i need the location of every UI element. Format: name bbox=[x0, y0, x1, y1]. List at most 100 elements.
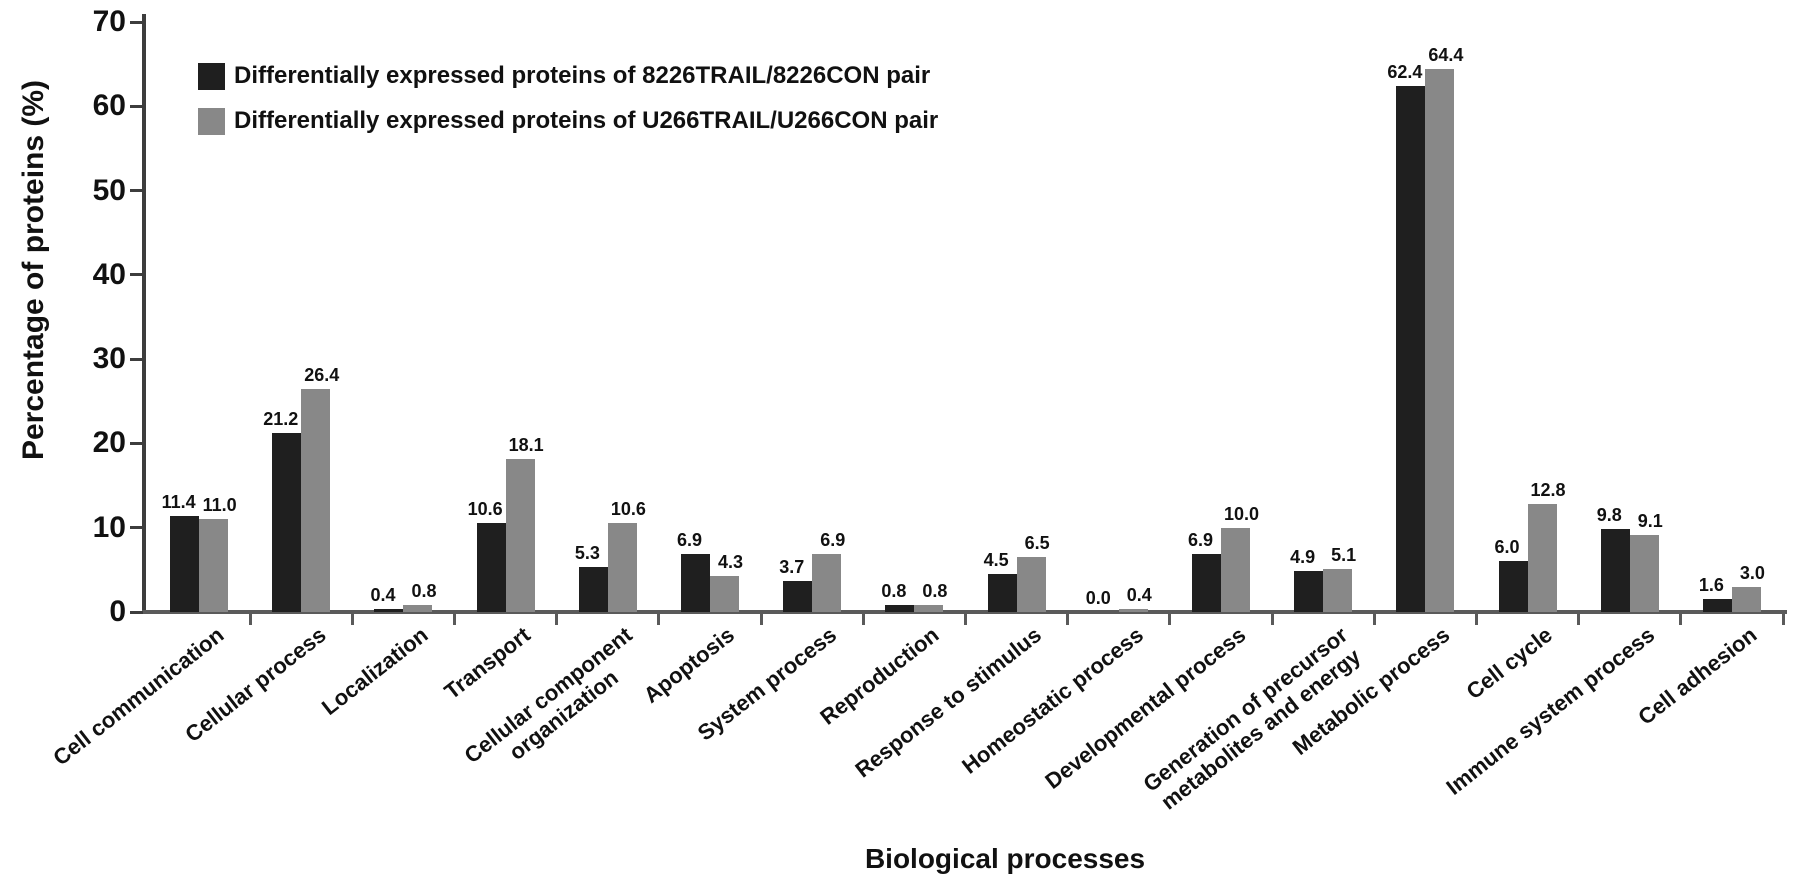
y-tick-label: 20 bbox=[92, 426, 126, 460]
bar-value-label: 10.0 bbox=[1223, 503, 1259, 524]
bar-value-label: 0.4 bbox=[370, 584, 396, 605]
bar-value-label: 4.3 bbox=[718, 551, 744, 572]
bar-value-label: 3.7 bbox=[779, 556, 805, 577]
bar-value-label: 11.0 bbox=[202, 495, 237, 516]
bar-value-label: 0.8 bbox=[411, 581, 437, 602]
bar-value-label: 10.6 bbox=[467, 498, 503, 519]
y-tick-label: 10 bbox=[92, 510, 126, 544]
y-tick bbox=[130, 273, 143, 277]
bar-value-label: 62.4 bbox=[1387, 62, 1423, 83]
y-tick-label: 0 bbox=[109, 595, 126, 628]
y-tick-label: 60 bbox=[92, 89, 126, 123]
bar-value-label: 5.3 bbox=[574, 543, 600, 564]
x-tick bbox=[248, 612, 252, 625]
legend-label-u266: Differentially expressed proteins of U26… bbox=[234, 107, 939, 134]
bar-value-label: 64.4 bbox=[1428, 45, 1464, 66]
category-label: Immune system process bbox=[1441, 622, 1660, 800]
bar-series2 bbox=[505, 459, 535, 612]
legend-label-8226: Differentially expressed proteins of 822… bbox=[234, 62, 931, 89]
y-axis-title: Percentage of proteins (%) bbox=[17, 79, 50, 461]
y-tick bbox=[130, 189, 143, 193]
bar-series1 bbox=[1498, 561, 1528, 612]
y-tick bbox=[130, 441, 143, 445]
bar-value-label: 11.4 bbox=[161, 491, 196, 512]
bar-value-label: 0.8 bbox=[922, 581, 948, 602]
bar-value-label: 6.9 bbox=[1187, 529, 1213, 550]
y-tick bbox=[130, 20, 143, 24]
bar-series2 bbox=[1731, 586, 1761, 612]
category-label: Apoptosis bbox=[639, 622, 740, 708]
legend-item-8226: Differentially expressed proteins of 822… bbox=[198, 62, 938, 90]
category-label: Localization bbox=[317, 622, 433, 720]
legend-swatch-u266-icon bbox=[198, 107, 225, 135]
bar-series2 bbox=[1323, 569, 1353, 612]
bar-series1 bbox=[987, 574, 1017, 612]
bar-series1 bbox=[272, 433, 302, 612]
x-tick bbox=[1679, 612, 1683, 625]
y-tick bbox=[130, 104, 143, 108]
x-tick bbox=[964, 612, 967, 625]
bar-value-label: 26.4 bbox=[304, 365, 340, 386]
bar-series2 bbox=[301, 389, 331, 612]
x-tick bbox=[555, 612, 559, 625]
x-tick bbox=[861, 612, 865, 625]
y-axis-line bbox=[142, 14, 146, 614]
bar-value-label: 9.8 bbox=[1596, 505, 1622, 526]
x-tick bbox=[1270, 612, 1274, 625]
bar-series2 bbox=[1527, 504, 1557, 612]
x-tick bbox=[1168, 612, 1172, 625]
bar-series2 bbox=[710, 575, 740, 612]
bar-value-label: 6.0 bbox=[1494, 537, 1520, 558]
bar-series1 bbox=[578, 567, 608, 612]
bar-series2 bbox=[1629, 535, 1659, 612]
x-tick bbox=[657, 612, 661, 625]
bar-value-label: 6.9 bbox=[677, 529, 703, 550]
x-tick bbox=[1372, 612, 1376, 625]
bar-series2 bbox=[1016, 557, 1046, 612]
bar-value-label: 0.8 bbox=[881, 581, 907, 602]
bar-series2 bbox=[607, 522, 637, 612]
bar-series1 bbox=[170, 515, 200, 612]
bar-series2 bbox=[199, 519, 229, 612]
x-tick bbox=[1577, 612, 1581, 625]
bar-series1 bbox=[1600, 529, 1630, 612]
x-tick bbox=[350, 612, 354, 625]
bar-value-label: 6.9 bbox=[820, 529, 846, 550]
bar-series1 bbox=[885, 605, 915, 612]
bar-value-label: 0.0 bbox=[1085, 588, 1111, 608]
bar-series2 bbox=[403, 605, 433, 612]
legend-swatch-8226-icon bbox=[198, 62, 225, 90]
bar-series2 bbox=[812, 553, 842, 612]
x-axis-title: Biological processes bbox=[864, 843, 1146, 874]
bar-value-label: 6.5 bbox=[1024, 533, 1050, 554]
y-tick bbox=[130, 526, 143, 530]
category-label: Response to stimulus bbox=[850, 622, 1046, 783]
y-tick-label: 70 bbox=[92, 5, 126, 38]
category-label: Cell cycle bbox=[1461, 622, 1557, 705]
category-label: Cell communication bbox=[48, 622, 229, 771]
bar-value-label: 4.9 bbox=[1290, 546, 1316, 567]
bar-value-label: 10.6 bbox=[610, 498, 646, 519]
category-label: Homeostatic process bbox=[957, 622, 1149, 779]
x-tick bbox=[1066, 612, 1070, 625]
y-tick bbox=[130, 610, 143, 614]
bar-series1 bbox=[783, 580, 813, 612]
y-tick bbox=[130, 357, 143, 361]
bar-series2 bbox=[1118, 608, 1148, 612]
x-tick bbox=[1781, 612, 1785, 625]
legend: Differentially expressed proteins of 822… bbox=[198, 62, 938, 152]
bar-value-label: 21.2 bbox=[263, 409, 299, 430]
bar-series1 bbox=[374, 608, 404, 612]
bar-value-label: 4.5 bbox=[983, 550, 1009, 571]
y-tick-label: 40 bbox=[92, 257, 126, 291]
bar-value-label: 18.1 bbox=[508, 435, 544, 456]
bar-value-label: 9.1 bbox=[1637, 511, 1663, 532]
x-tick bbox=[1474, 612, 1478, 625]
x-tick bbox=[759, 612, 763, 625]
bar-series1 bbox=[1396, 86, 1426, 612]
y-tick-label: 30 bbox=[92, 342, 126, 376]
bar-series1 bbox=[1191, 553, 1221, 612]
bar-series2 bbox=[1425, 69, 1455, 612]
legend-item-u266: Differentially expressed proteins of U26… bbox=[198, 107, 938, 135]
